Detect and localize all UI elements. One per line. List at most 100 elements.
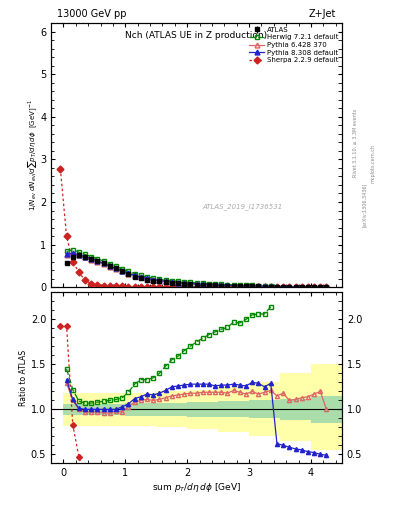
Sherpa 2.2.9 default [200, 284, 205, 290]
Pythia 8.308 default [163, 278, 168, 284]
Sherpa 2.2.9 default [95, 282, 100, 288]
Pythia 8.308 default [182, 280, 187, 286]
Pythia 8.308 default [231, 283, 236, 289]
Herwig 7.2.1 default [206, 281, 211, 287]
Pythia 8.308 default [95, 258, 100, 264]
Herwig 7.2.1 default [77, 249, 81, 255]
Sherpa 2.2.9 default [157, 284, 162, 290]
Pythia 6.428 370 [64, 252, 69, 259]
Pythia 8.308 default [299, 284, 304, 290]
Herwig 7.2.1 default [145, 274, 149, 280]
Pythia 6.428 370 [250, 283, 255, 289]
Pythia 8.308 default [101, 260, 106, 266]
Sherpa 2.2.9 default [70, 259, 75, 265]
Text: ATLAS_2019_I1736531: ATLAS_2019_I1736531 [202, 203, 283, 210]
Pythia 8.308 default [176, 280, 180, 286]
Herwig 7.2.1 default [132, 270, 137, 276]
Pythia 6.428 370 [188, 281, 193, 287]
Sherpa 2.2.9 default [89, 281, 94, 287]
Herwig 7.2.1 default [219, 281, 224, 287]
Herwig 7.2.1 default [244, 282, 248, 288]
Sherpa 2.2.9 default [262, 284, 267, 290]
Herwig 7.2.1 default [194, 280, 199, 286]
Pythia 8.308 default [188, 281, 193, 287]
Herwig 7.2.1 default [138, 272, 143, 279]
Text: mcplots.cern.ch: mcplots.cern.ch [371, 144, 376, 183]
Text: [arXiv:1306.3436]: [arXiv:1306.3436] [362, 183, 367, 227]
Pythia 8.308 default [244, 283, 248, 289]
Sherpa 2.2.9 default [293, 284, 298, 290]
Pythia 8.308 default [225, 283, 230, 289]
Pythia 8.308 default [213, 282, 217, 288]
Pythia 6.428 370 [120, 268, 125, 274]
Pythia 8.308 default [219, 282, 224, 288]
Herwig 7.2.1 default [108, 261, 112, 267]
Text: Nch (ATLAS UE in Z production): Nch (ATLAS UE in Z production) [125, 31, 268, 40]
Herwig 7.2.1 default [64, 248, 69, 254]
Pythia 6.428 370 [83, 254, 88, 261]
Pythia 8.308 default [312, 284, 316, 290]
Sherpa 2.2.9 default [312, 284, 316, 290]
Herwig 7.2.1 default [95, 255, 100, 262]
Herwig 7.2.1 default [89, 253, 94, 260]
Sherpa 2.2.9 default [275, 284, 279, 290]
Sherpa 2.2.9 default [145, 284, 149, 290]
Pythia 8.308 default [83, 253, 88, 260]
Sherpa 2.2.9 default [126, 284, 131, 290]
Sherpa 2.2.9 default [151, 284, 156, 290]
Sherpa 2.2.9 default [318, 284, 323, 290]
Pythia 6.428 370 [89, 257, 94, 263]
Herwig 7.2.1 default [182, 279, 187, 285]
Pythia 6.428 370 [299, 284, 304, 290]
Herwig 7.2.1 default [114, 263, 118, 269]
Sherpa 2.2.9 default [244, 284, 248, 290]
Pythia 6.428 370 [213, 282, 217, 288]
Pythia 6.428 370 [237, 283, 242, 289]
Herwig 7.2.1 default [151, 275, 156, 282]
Pythia 6.428 370 [157, 278, 162, 284]
Pythia 8.308 default [206, 282, 211, 288]
Pythia 8.308 default [318, 284, 323, 290]
Pythia 6.428 370 [169, 279, 174, 285]
Pythia 6.428 370 [138, 274, 143, 281]
Pythia 6.428 370 [244, 283, 248, 289]
Y-axis label: Ratio to ATLAS: Ratio to ATLAS [19, 350, 28, 406]
Line: Pythia 8.308 default: Pythia 8.308 default [64, 251, 329, 289]
Line: Herwig 7.2.1 default: Herwig 7.2.1 default [64, 247, 273, 288]
Sherpa 2.2.9 default [268, 284, 273, 290]
Pythia 8.308 default [138, 274, 143, 280]
Sherpa 2.2.9 default [132, 284, 137, 290]
Sherpa 2.2.9 default [176, 284, 180, 290]
Pythia 8.308 default [64, 251, 69, 258]
Sherpa 2.2.9 default [138, 284, 143, 290]
Y-axis label: $1/N_{ev}\ dN_{ev}/d\sum p_T/d\eta\,d\phi$  [GeV]$^{-1}$: $1/N_{ev}\ dN_{ev}/d\sum p_T/d\eta\,d\ph… [26, 99, 39, 211]
Sherpa 2.2.9 default [64, 233, 69, 239]
Pythia 8.308 default [132, 272, 137, 279]
Pythia 8.308 default [77, 252, 81, 258]
Sherpa 2.2.9 default [194, 284, 199, 290]
Pythia 6.428 370 [101, 261, 106, 267]
Sherpa 2.2.9 default [231, 284, 236, 290]
Sherpa 2.2.9 default [58, 166, 63, 172]
Sherpa 2.2.9 default [83, 278, 88, 284]
Pythia 6.428 370 [70, 250, 75, 257]
Pythia 8.308 default [151, 276, 156, 283]
Sherpa 2.2.9 default [206, 284, 211, 290]
Sherpa 2.2.9 default [188, 284, 193, 290]
Herwig 7.2.1 default [268, 283, 273, 289]
Pythia 8.308 default [287, 284, 292, 290]
Sherpa 2.2.9 default [237, 284, 242, 290]
Sherpa 2.2.9 default [250, 284, 255, 290]
Sherpa 2.2.9 default [101, 283, 106, 289]
Pythia 8.308 default [145, 275, 149, 282]
Pythia 6.428 370 [312, 284, 316, 290]
Pythia 6.428 370 [126, 270, 131, 276]
Pythia 8.308 default [70, 250, 75, 256]
Herwig 7.2.1 default [188, 279, 193, 285]
Pythia 6.428 370 [77, 252, 81, 259]
Herwig 7.2.1 default [256, 283, 261, 289]
Pythia 6.428 370 [151, 277, 156, 283]
Pythia 8.308 default [256, 283, 261, 289]
Pythia 6.428 370 [318, 284, 323, 290]
Pythia 6.428 370 [95, 259, 100, 265]
